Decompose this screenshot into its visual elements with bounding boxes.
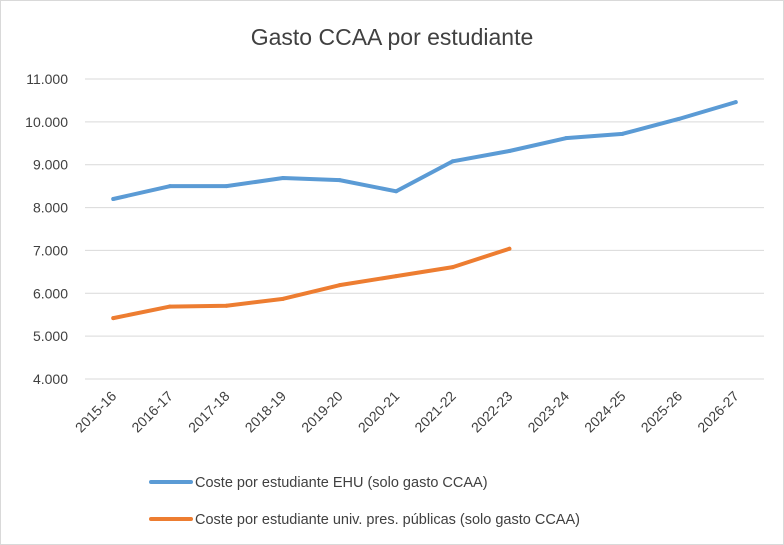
data-point xyxy=(224,303,229,308)
legend-label-1: Coste por estudiante EHU (solo gasto CCA… xyxy=(195,475,488,491)
x-tick-label: 2022-23 xyxy=(468,388,516,436)
data-point xyxy=(394,189,399,194)
y-tick-label: 11.000 xyxy=(26,71,68,87)
data-point xyxy=(281,296,286,301)
x-tick-label: 2024-25 xyxy=(581,388,629,436)
data-point xyxy=(111,316,116,321)
data-point xyxy=(224,184,229,189)
data-point xyxy=(337,283,342,288)
x-tick-label: 2025-26 xyxy=(638,388,686,436)
series-lines xyxy=(111,100,738,321)
series-line-2 xyxy=(111,246,512,321)
series-line-1 xyxy=(111,100,738,201)
x-tick-label: 2017-18 xyxy=(185,388,233,436)
y-tick-label: 8.000 xyxy=(33,200,68,216)
y-tick-label: 4.000 xyxy=(33,371,68,387)
data-point xyxy=(167,304,172,309)
x-tick-label: 2018-19 xyxy=(242,388,290,436)
y-tick-label: 7.000 xyxy=(33,242,68,258)
x-tick-label: 2019-20 xyxy=(298,388,346,436)
y-axis: 4.000 5.000 6.000 7.000 8.000 9.000 10.000 11.0… xyxy=(25,71,68,387)
data-point xyxy=(620,131,625,136)
data-point xyxy=(167,184,172,189)
data-point xyxy=(677,116,682,121)
x-tick-label: 2015-16 xyxy=(72,388,120,436)
x-tick-label: 2021-22 xyxy=(411,388,459,436)
x-tick-label: 2016-17 xyxy=(128,388,176,436)
x-axis: 2015-16 2016-17 2017-18 2018-19 2019-20 2020-… xyxy=(72,388,742,436)
y-tick-label: 6.000 xyxy=(33,285,68,301)
data-point xyxy=(733,100,738,105)
gridlines xyxy=(85,78,764,380)
data-point xyxy=(394,274,399,279)
data-point xyxy=(281,176,286,180)
x-tick-label: 2026-27 xyxy=(694,388,742,436)
data-point xyxy=(450,159,455,164)
legend: Coste por estudiante EHU (solo gasto CCA… xyxy=(149,475,580,528)
y-tick-label: 10.000 xyxy=(25,114,68,130)
data-point xyxy=(507,246,512,251)
data-point xyxy=(111,197,116,201)
y-tick-label: 9.000 xyxy=(33,157,68,173)
chart-title: Gasto CCAA por estudiante xyxy=(251,24,534,50)
data-point xyxy=(337,178,342,183)
data-point xyxy=(563,136,568,141)
data-point xyxy=(450,265,455,270)
legend-label-2: Coste por estudiante univ. pres. pública… xyxy=(195,512,580,528)
data-point xyxy=(507,149,512,153)
x-tick-label: 2023-24 xyxy=(524,388,572,436)
x-tick-label: 2020-21 xyxy=(355,388,403,436)
y-tick-label: 5.000 xyxy=(33,328,68,344)
